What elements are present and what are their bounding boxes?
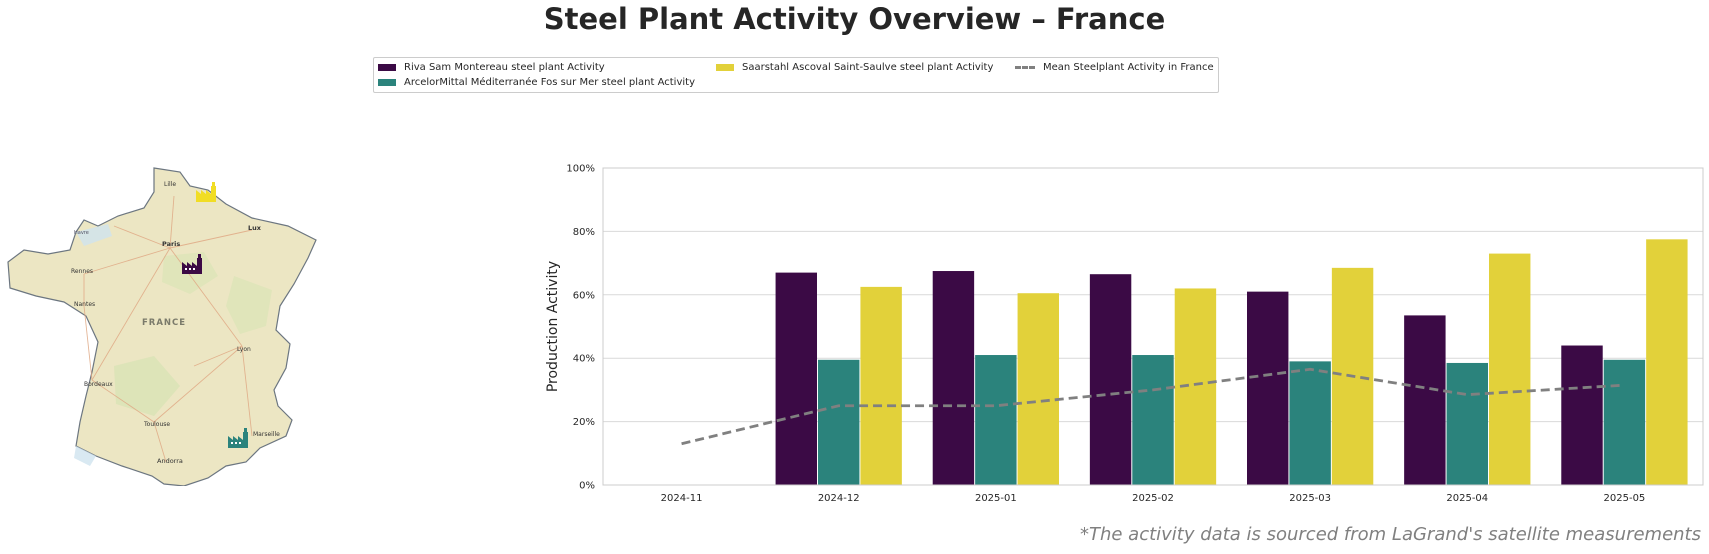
map-label-lux: Lux	[248, 224, 262, 232]
bar	[1089, 274, 1132, 485]
bar	[1017, 293, 1059, 485]
bar	[818, 359, 860, 485]
bar	[1489, 253, 1531, 485]
page-title: Steel Plant Activity Overview – France	[543, 2, 1166, 36]
bar	[975, 355, 1017, 485]
map-label-rennes: Rennes	[71, 268, 93, 275]
x-tick-label: 2025-04	[1446, 493, 1488, 504]
map-label-bordeaux: Bordeaux	[84, 381, 113, 388]
x-tick-label: 2025-02	[1132, 493, 1174, 504]
bar	[1289, 361, 1331, 485]
france-outline	[7, 167, 317, 486]
x-tick-label: 2024-12	[818, 493, 860, 504]
y-tick-label: 60%	[573, 290, 595, 301]
y-tick-label: 100%	[566, 164, 595, 175]
bar	[1247, 291, 1289, 485]
y-tick-label: 0%	[579, 481, 595, 492]
bar	[860, 286, 902, 485]
footnote: *The activity data is sourced from LaGra…	[1079, 524, 1701, 545]
y-tick-label: 40%	[573, 354, 595, 365]
factory-icon-arcelor	[228, 428, 248, 448]
mean-line-group	[681, 367, 1625, 446]
legend-item-arcelor: ArcelorMittal Méditerranée Fos sur Mer s…	[378, 77, 695, 88]
bar	[1561, 345, 1603, 485]
legend-item-riva: Riva Sam Montereau steel plant Activity	[378, 62, 605, 73]
map-label-marseille: Marseille	[253, 431, 280, 438]
forest-patch-south	[114, 356, 180, 416]
mean-activity-line	[681, 367, 1625, 446]
legend-item-saarstahl: Saarstahl Ascoval Saint-Saulve steel pla…	[716, 62, 993, 73]
france-map: Lille Paris Rennes Nantes FRANCE Lyon Bo…	[4, 166, 324, 486]
y-axis-label: Production Activity	[545, 261, 561, 392]
legend-swatch-riva	[378, 64, 396, 71]
map-label-paris: Paris	[162, 240, 180, 248]
y-tick-labels: 0% 20% 40% 60% 80% 100%	[566, 164, 595, 492]
bar	[1603, 359, 1646, 485]
plot-frame	[602, 167, 1704, 486]
map-label-lille: Lille	[164, 181, 176, 188]
map-label-andorra: Andorra	[157, 457, 183, 465]
coast-water-north	[76, 224, 112, 246]
legend-item-mean: Mean Steelplant Activity in France	[1015, 62, 1214, 73]
map-label-lyon: Lyon	[237, 346, 251, 353]
forest-patch-east	[226, 276, 272, 334]
legend-label-arcelor: ArcelorMittal Méditerranée Fos sur Mer s…	[404, 77, 695, 88]
legend-swatch-mean	[1015, 66, 1035, 69]
legend-swatch-saarstahl	[716, 64, 734, 71]
map-label-nantes: Nantes	[74, 301, 95, 308]
chart-legend: Riva Sam Montereau steel plant Activity …	[373, 57, 1219, 93]
y-tick-label: 20%	[573, 417, 595, 428]
map-label-france: FRANCE	[142, 318, 186, 328]
x-tick-label: 2024-11	[661, 493, 703, 504]
map-label-toulouse: Toulouse	[143, 421, 170, 428]
legend-label-riva: Riva Sam Montereau steel plant Activity	[404, 62, 605, 73]
coast-water-south	[74, 446, 96, 466]
bar	[775, 272, 817, 485]
y-tick-label: 80%	[573, 227, 595, 238]
legend-label-mean: Mean Steelplant Activity in France	[1043, 62, 1214, 73]
map-label-le-havre: Havre	[74, 230, 89, 236]
x-tick-labels: 2024-11 2024-12 2025-01 2025-02 2025-03 2025-…	[661, 493, 1646, 504]
x-tick-label: 2025-05	[1604, 493, 1646, 504]
factory-icon-riva	[182, 254, 202, 274]
factory-icon-saarstahl	[196, 182, 216, 202]
legend-swatch-arcelor	[378, 79, 396, 86]
bars	[775, 239, 1688, 485]
bar	[1404, 315, 1446, 485]
x-tick-label: 2025-01	[975, 493, 1017, 504]
bar	[932, 271, 975, 485]
x-tick-label: 2025-03	[1289, 493, 1331, 504]
bar	[1446, 362, 1488, 485]
bar	[1646, 239, 1688, 485]
legend-label-saarstahl: Saarstahl Ascoval Saint-Saulve steel pla…	[742, 62, 994, 73]
bar	[1132, 355, 1174, 485]
